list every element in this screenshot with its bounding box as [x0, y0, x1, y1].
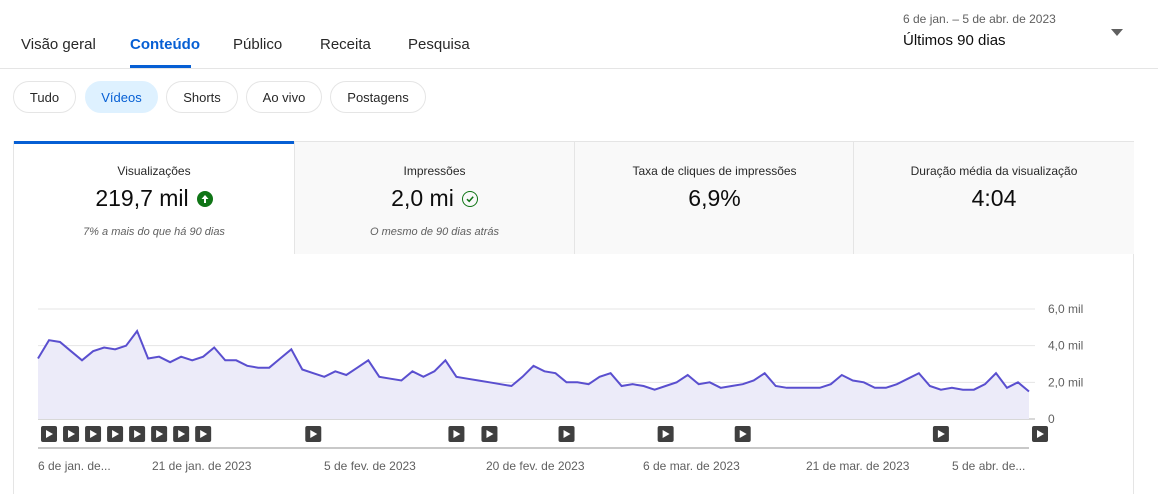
- tab-overview[interactable]: Visão geral: [21, 36, 96, 53]
- chip-videos[interactable]: Vídeos: [85, 81, 158, 113]
- tab-content[interactable]: Conteúdo: [130, 36, 200, 53]
- video-play-icon[interactable]: [63, 426, 80, 442]
- metric-value: 2,0 mi: [391, 185, 454, 211]
- metric-value-row: 2,0 mi: [295, 185, 574, 212]
- tab-research[interactable]: Pesquisa: [408, 36, 470, 53]
- metric-value: 6,9%: [688, 185, 741, 211]
- video-play-icon[interactable]: [41, 426, 58, 442]
- metric-name: Impressões: [403, 164, 466, 178]
- metric-ctr[interactable]: Taxa de cliques de impressões 6,9%: [574, 142, 854, 254]
- chart-area: [38, 331, 1029, 419]
- video-play-icon[interactable]: [107, 426, 124, 442]
- active-tab-indicator: [130, 65, 191, 68]
- video-play-icon[interactable]: [173, 426, 190, 442]
- video-play-icon[interactable]: [932, 426, 949, 442]
- metrics-card: Visualizações 219,7 mil 7% a mais do que…: [13, 141, 1134, 494]
- date-range-label: Últimos 90 dias: [903, 32, 1006, 49]
- metric-value: 4:04: [971, 185, 1017, 211]
- chip-live[interactable]: Ao vivo: [246, 81, 322, 113]
- video-play-icon[interactable]: [1032, 426, 1049, 442]
- tab-revenue[interactable]: Receita: [320, 36, 371, 53]
- metric-name: Visualizações: [117, 164, 191, 178]
- metric-views[interactable]: Visualizações 219,7 mil 7% a mais do que…: [14, 141, 294, 254]
- video-play-icon[interactable]: [195, 426, 212, 442]
- arrow-up-circle-icon: [196, 190, 213, 207]
- x-tick-label: 20 de fev. de 2023: [486, 459, 585, 473]
- y-tick-label: 4,0 mil: [1048, 339, 1083, 353]
- video-play-icon[interactable]: [657, 426, 674, 442]
- metric-impressions[interactable]: Impressões 2,0 mi O mesmo de 90 dias atr…: [294, 142, 574, 254]
- y-tick-label: 2,0 mil: [1048, 375, 1083, 389]
- chip-shorts[interactable]: Shorts: [166, 81, 238, 113]
- metric-value-row: 6,9%: [575, 185, 854, 212]
- x-tick-label: 21 de jan. de 2023: [152, 459, 252, 473]
- video-play-icon[interactable]: [448, 426, 465, 442]
- x-tick-label: 6 de mar. de 2023: [643, 459, 740, 473]
- selected-metric-bar: [14, 141, 294, 144]
- y-tick-label: 6,0 mil: [1048, 302, 1083, 316]
- metric-avg-view-duration[interactable]: Duração média da visualização 4:04: [853, 142, 1134, 254]
- chart-line: [37, 328, 1030, 393]
- metric-name: Taxa de cliques de impressões: [632, 164, 797, 178]
- x-tick-label: 5 de abr. de...: [952, 459, 1025, 473]
- x-tick-label: 5 de fev. de 2023: [324, 459, 416, 473]
- date-range-picker[interactable]: 6 de jan. – 5 de abr. de 2023 Últimos 90…: [903, 12, 1056, 49]
- caret-down-icon[interactable]: [1111, 29, 1123, 36]
- video-play-icon[interactable]: [481, 426, 498, 442]
- metric-value: 219,7 mil: [95, 185, 189, 211]
- video-play-icon[interactable]: [85, 426, 102, 442]
- video-play-icon[interactable]: [734, 426, 751, 442]
- date-range-dates: 6 de jan. – 5 de abr. de 2023: [903, 12, 1056, 26]
- y-tick-label: 0: [1048, 412, 1055, 426]
- metric-note: 7% a mais do que há 90 dias: [83, 226, 225, 238]
- metric-value-row: 219,7 mil: [14, 185, 294, 212]
- video-play-icon[interactable]: [151, 426, 168, 442]
- x-tick-label: 21 de mar. de 2023: [806, 459, 910, 473]
- video-markers: [41, 426, 1049, 442]
- x-tick-label: 6 de jan. de...: [38, 459, 111, 473]
- video-play-icon[interactable]: [305, 426, 322, 442]
- metric-name: Duração média da visualização: [910, 164, 1078, 178]
- y-axis-labels: 6,0 mil 4,0 mil 2,0 mil 0: [1048, 302, 1083, 426]
- video-play-icon[interactable]: [558, 426, 575, 442]
- metric-value-row: 4:04: [854, 185, 1134, 212]
- metric-note: O mesmo de 90 dias atrás: [369, 226, 499, 238]
- chip-all[interactable]: Tudo: [13, 81, 76, 113]
- check-circle-icon: [461, 190, 478, 207]
- x-axis-labels: 6 de jan. de... 21 de jan. de 2023 5 de fe…: [38, 459, 1025, 473]
- video-play-icon[interactable]: [129, 426, 146, 442]
- chip-posts[interactable]: Postagens: [330, 81, 426, 113]
- analytics-tabs: Visão geral Conteúdo Público Receita Pes…: [0, 0, 1158, 69]
- tab-audience[interactable]: Público: [233, 36, 283, 53]
